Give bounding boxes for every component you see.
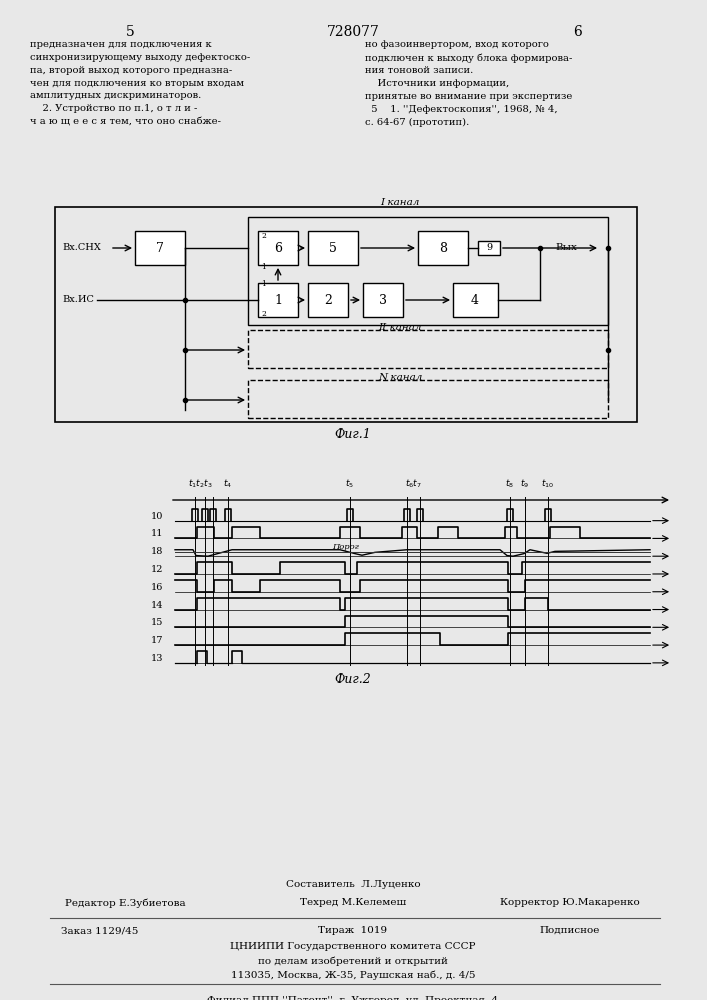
Text: 2: 2 [324,294,332,306]
Text: 728077: 728077 [327,25,380,39]
Text: $t_6t_7$: $t_6t_7$ [404,478,421,490]
Text: Техред М.Келемеш: Техред М.Келемеш [300,898,406,907]
Text: Подписное: Подписное [540,926,600,935]
Text: Заказ 1129/45: Заказ 1129/45 [62,926,139,935]
Text: 15: 15 [151,618,163,627]
Text: $t_8$: $t_8$ [506,478,515,490]
Text: Тираж  1019: Тираж 1019 [318,926,387,935]
Text: 9: 9 [486,243,492,252]
Bar [248,380,608,418]
Text: 2: 2 [261,310,266,318]
Text: 1: 1 [261,263,266,271]
Text: I канал: I канал [380,198,420,207]
Text: Фиг.2: Фиг.2 [334,673,371,686]
Text: N канал: N канал [378,373,422,382]
Text: 14: 14 [151,601,163,610]
Text: 7: 7 [156,241,164,254]
Bar [258,231,298,265]
Text: по делам изобретений и открытий: по делам изобретений и открытий [258,956,448,966]
Text: 17: 17 [151,636,163,645]
Text: 8: 8 [439,241,447,254]
Text: Вх.СНХ: Вх.СНХ [62,243,101,252]
Text: Составитель  Л.Луценко: Составитель Л.Луценко [286,880,421,889]
Text: 1: 1 [261,280,266,288]
Text: 16: 16 [151,583,163,592]
Bar [453,283,498,317]
Text: 12: 12 [151,565,163,574]
Text: 11: 11 [151,529,163,538]
Bar [248,217,608,325]
Bar [478,241,500,255]
Text: Корректор Ю.Макаренко: Корректор Ю.Макаренко [500,898,640,907]
Text: 1: 1 [274,294,282,306]
Bar [308,283,348,317]
Text: $t_5$: $t_5$ [346,478,354,490]
Text: но фазоинвертором, вход которого
подключен к выходу блока формирова-
ния тоновой: но фазоинвертором, вход которого подключ… [365,40,573,127]
Bar [55,207,637,422]
Text: Редактор Е.Зубиетова: Редактор Е.Зубиетова [64,898,185,908]
Text: 10: 10 [151,512,163,521]
Text: 6: 6 [573,25,583,39]
Text: Вх.ИС: Вх.ИС [62,296,94,304]
Bar [363,283,403,317]
Bar [258,283,298,317]
Text: 2: 2 [261,232,266,240]
Text: ЦНИИПИ Государственного комитета СССР: ЦНИИПИ Государственного комитета СССР [230,942,476,951]
Text: 5: 5 [329,241,337,254]
Text: 6: 6 [274,241,282,254]
Text: 113035, Москва, Ж-35, Раушская наб., д. 4/5: 113035, Москва, Ж-35, Раушская наб., д. … [230,970,475,980]
Text: 18: 18 [151,547,163,556]
Text: 5: 5 [126,25,134,39]
Text: 13: 13 [151,654,163,663]
Text: $t_4$: $t_4$ [223,478,233,490]
Text: Порог: Порог [332,543,359,551]
Text: 4: 4 [471,294,479,306]
Bar [418,231,468,265]
Text: предназначен для подключения к
синхронизирующему выходу дефектоско-
па, второй в: предназначен для подключения к синхрониз… [30,40,250,126]
Text: Филиал ППП ''Патент'', г. Ужгород, ул. Проектная, 4: Филиал ППП ''Патент'', г. Ужгород, ул. П… [207,996,498,1000]
Text: Вых: Вых [555,243,577,252]
Text: $t_9$: $t_9$ [520,478,530,490]
Text: $t_{10}$: $t_{10}$ [542,478,554,490]
Text: Фиг.1: Фиг.1 [334,428,371,441]
Bar [135,231,185,265]
Bar [308,231,358,265]
Bar [248,330,608,368]
Text: $t_1t_2t_3$: $t_1t_2t_3$ [187,478,212,490]
Text: II канал: II канал [378,323,422,332]
Text: 3: 3 [379,294,387,306]
